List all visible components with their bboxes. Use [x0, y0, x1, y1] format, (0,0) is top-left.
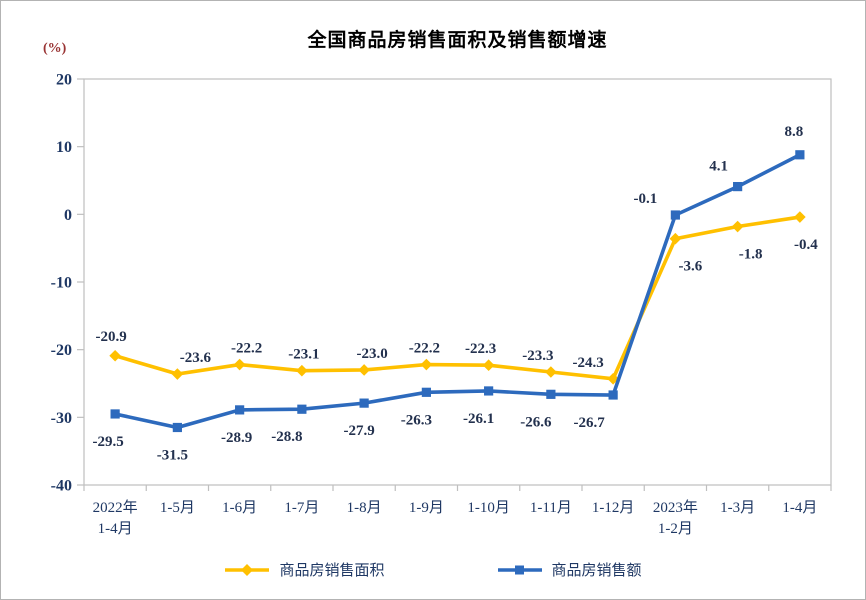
data-point-marker — [297, 404, 307, 414]
y-tick-label: 0 — [64, 207, 72, 224]
x-tick-label: 1-11月 — [530, 500, 572, 516]
data-label: -22.3 — [465, 341, 496, 357]
data-label: -0.1 — [634, 191, 658, 207]
data-point-marker — [233, 358, 246, 371]
data-point-marker — [484, 386, 494, 396]
data-label: -26.6 — [520, 414, 552, 430]
data-point-marker — [669, 232, 682, 245]
data-point-marker — [607, 372, 619, 385]
data-label: -23.0 — [357, 346, 388, 362]
legend-label-sales-amount: 商品房销售额 — [551, 563, 642, 579]
x-tick-label: 1-12月 — [592, 500, 635, 516]
x-tick-label: 1-4月 — [782, 500, 817, 516]
plot-area-border — [83, 78, 832, 486]
data-point-marker — [358, 364, 370, 376]
y-tick-label: -40 — [51, 478, 72, 495]
data-label: -1.8 — [739, 247, 763, 263]
series-line-商品房销售面积 — [114, 215, 801, 381]
data-label: -0.4 — [794, 237, 818, 253]
legend-item-sales-amount: 商品房销售额 — [497, 559, 642, 580]
x-tick-label: 1-9月 — [409, 500, 444, 516]
series-line-商品房销售额 — [114, 153, 801, 430]
data-point-marker — [110, 409, 120, 419]
data-point-marker — [670, 210, 680, 220]
data-point-marker — [546, 389, 556, 399]
data-point-marker — [731, 220, 744, 233]
data-label: 8.8 — [785, 124, 804, 140]
data-label: -24.3 — [573, 355, 604, 371]
legend-diamond-marker-icon — [225, 563, 270, 576]
data-label: -3.6 — [679, 259, 703, 275]
chart-title: 全国商品房销售面积及销售额增速 — [307, 30, 608, 51]
x-tick-label: 2023年 — [653, 499, 698, 516]
x-tick-label: 1-7月 — [284, 500, 319, 516]
data-label: -31.5 — [157, 447, 188, 463]
data-point-marker — [172, 422, 182, 433]
x-tick-label: 1-8月 — [347, 500, 382, 516]
x-tick-label: 1-2月 — [658, 521, 693, 537]
x-tick-label: 1-3月 — [720, 500, 755, 516]
y-tick-label: -20 — [51, 342, 72, 359]
x-tick-label: 1-10月 — [467, 500, 510, 516]
legend-item-sales-area: 商品房销售面积 — [224, 559, 385, 580]
data-point-marker — [420, 358, 433, 371]
x-tick-label: 1-4月 — [98, 521, 133, 537]
data-point-marker — [794, 211, 806, 223]
data-point-marker — [421, 387, 431, 397]
data-label: -26.3 — [401, 412, 432, 428]
y-tick-label: -30 — [51, 410, 72, 427]
data-label: -28.9 — [221, 430, 252, 446]
data-point-marker — [795, 150, 805, 160]
data-point-marker — [482, 359, 495, 372]
data-point-marker — [733, 181, 743, 192]
data-point-marker — [109, 349, 121, 362]
data-label: -29.5 — [93, 434, 124, 450]
x-tick-label: 1-5月 — [160, 500, 195, 516]
data-label: -23.3 — [522, 348, 553, 364]
data-label: -26.7 — [574, 415, 606, 431]
data-label: -28.8 — [271, 429, 302, 445]
legend-label-sales-area: 商品房销售面积 — [279, 563, 385, 579]
data-label: -23.6 — [180, 350, 212, 366]
data-label: -22.2 — [409, 341, 440, 357]
data-point-marker — [359, 398, 369, 408]
data-label: -26.1 — [463, 411, 494, 427]
data-label: -20.9 — [96, 329, 127, 345]
data-point-marker — [545, 366, 557, 378]
y-tick-label: -10 — [51, 275, 72, 292]
data-point-marker — [171, 368, 184, 380]
legend-square-marker-icon — [497, 565, 542, 574]
data-point-marker — [296, 364, 308, 377]
legend: 商品房销售面积 商品房销售额 — [1, 559, 865, 580]
data-label: 4.1 — [709, 159, 728, 175]
x-tick-label: 2022年 — [93, 499, 138, 516]
y-tick-label: 20 — [56, 72, 72, 89]
data-point-marker — [608, 390, 618, 400]
data-label: -23.1 — [288, 347, 319, 363]
x-tick-label: 1-6月 — [222, 500, 257, 516]
data-point-marker — [235, 405, 245, 415]
y-axis-unit-label: (%) — [43, 41, 67, 56]
data-label: -22.2 — [231, 341, 262, 357]
y-tick-label: 10 — [56, 139, 72, 156]
data-label: -27.9 — [344, 423, 375, 439]
